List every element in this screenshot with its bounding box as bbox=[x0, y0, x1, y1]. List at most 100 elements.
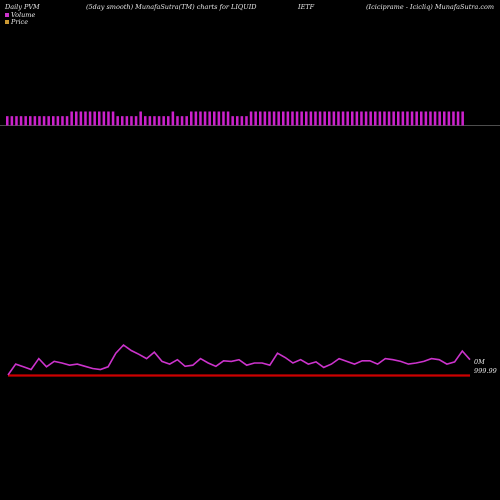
volume-bar bbox=[208, 111, 211, 126]
volume-bar bbox=[328, 111, 331, 126]
price-panel bbox=[7, 343, 471, 377]
volume-bar bbox=[277, 111, 280, 126]
volume-bar bbox=[360, 111, 363, 126]
volume-panel bbox=[0, 111, 500, 126]
volume-bar bbox=[107, 111, 110, 126]
volume-bar bbox=[56, 116, 60, 126]
volume-bar bbox=[61, 116, 64, 126]
volume-bar bbox=[397, 111, 400, 126]
volume-bar bbox=[300, 111, 303, 126]
volume-bar bbox=[144, 116, 147, 126]
volume-bar bbox=[102, 111, 106, 126]
volume-bar bbox=[337, 111, 340, 126]
volume-bar bbox=[79, 111, 83, 126]
volume-bar bbox=[194, 111, 198, 126]
volume-bar bbox=[162, 116, 165, 126]
volume-bar bbox=[10, 116, 14, 126]
volume-bar bbox=[383, 111, 386, 126]
chart-description: (5day smooth) MunafaSutra(TM) charts for… bbox=[86, 3, 257, 11]
volume-bar bbox=[351, 111, 354, 126]
legend-volume-label: Volume bbox=[11, 11, 36, 19]
volume-bar bbox=[291, 111, 294, 126]
volume-bar bbox=[47, 116, 50, 126]
volume-bar bbox=[314, 111, 317, 126]
volume-bar bbox=[15, 116, 18, 126]
volume-bar bbox=[259, 111, 262, 126]
price-axis-tick-0m: 0M bbox=[474, 358, 485, 366]
volume-bar bbox=[130, 116, 133, 126]
volume-bar bbox=[176, 116, 179, 126]
volume-bar bbox=[456, 111, 460, 126]
legend-volume: Volume bbox=[5, 11, 35, 19]
volume-bar bbox=[272, 111, 276, 126]
volume-bar bbox=[29, 116, 32, 126]
volume-bar bbox=[226, 111, 230, 126]
chart-site-label: (Iciciprame - Icicliq) MunafaSutra.com bbox=[366, 3, 495, 11]
volume-bar bbox=[355, 111, 359, 126]
volume-bar bbox=[75, 111, 78, 126]
legend-price-swatch bbox=[5, 20, 9, 24]
volume-bar bbox=[282, 111, 285, 126]
volume-bar bbox=[392, 111, 395, 126]
volume-bar bbox=[157, 116, 161, 126]
volume-bar bbox=[369, 111, 372, 126]
volume-bar bbox=[245, 116, 248, 126]
volume-bar bbox=[42, 116, 46, 126]
volume-bar bbox=[134, 116, 138, 126]
volume-bar bbox=[231, 116, 234, 126]
volume-bar bbox=[213, 111, 216, 126]
volume-bar bbox=[93, 111, 96, 126]
volume-bar bbox=[415, 111, 418, 126]
volume-bar bbox=[217, 111, 221, 126]
volume-bar bbox=[295, 111, 299, 126]
volume-bar bbox=[111, 111, 115, 126]
volume-bar bbox=[254, 111, 257, 126]
legend-price-label: Price bbox=[11, 18, 29, 26]
legend-volume-swatch bbox=[5, 13, 9, 17]
volume-bar bbox=[364, 111, 368, 126]
volume-bar bbox=[171, 111, 175, 126]
volume-bar bbox=[38, 116, 41, 126]
volume-bar bbox=[236, 116, 239, 126]
volume-bar bbox=[318, 111, 322, 126]
volume-bar bbox=[190, 111, 193, 126]
price-axis-tick-price: 999.99 bbox=[474, 367, 497, 375]
volume-bar bbox=[438, 111, 441, 126]
volume-bar bbox=[6, 116, 9, 126]
volume-bar bbox=[461, 111, 464, 126]
volume-bar bbox=[84, 111, 87, 126]
volume-bar bbox=[410, 111, 414, 126]
volume-bar bbox=[116, 116, 119, 126]
chart-symbol: IETF bbox=[298, 3, 315, 11]
volume-bar bbox=[406, 111, 409, 126]
volume-bar bbox=[185, 116, 188, 126]
volume-bar bbox=[401, 111, 405, 126]
volume-bar bbox=[19, 116, 23, 126]
volume-bar bbox=[429, 111, 432, 126]
volume-bar bbox=[424, 111, 428, 126]
volume-bar bbox=[222, 111, 225, 126]
volume-bar bbox=[443, 111, 446, 126]
volume-bar bbox=[268, 111, 271, 126]
volume-bar bbox=[332, 111, 336, 126]
volume-bar bbox=[452, 111, 455, 126]
volume-bar bbox=[121, 116, 124, 126]
volume-bar bbox=[433, 111, 437, 126]
volume-bar bbox=[378, 111, 382, 126]
volume-bar bbox=[249, 111, 253, 126]
legend-price: Price bbox=[5, 18, 28, 26]
volume-bar bbox=[341, 111, 345, 126]
volume-bar bbox=[420, 111, 423, 126]
volume-bar bbox=[70, 111, 73, 126]
price-line bbox=[7, 343, 471, 376]
volume-bar bbox=[24, 116, 27, 126]
volume-bar bbox=[346, 111, 349, 126]
volume-bar bbox=[447, 111, 451, 126]
volume-bar bbox=[167, 116, 170, 126]
volume-bar bbox=[309, 111, 313, 126]
volume-bar bbox=[387, 111, 391, 126]
volume-bar bbox=[180, 116, 184, 126]
volume-bar bbox=[199, 111, 202, 126]
volume-bar bbox=[305, 111, 308, 126]
